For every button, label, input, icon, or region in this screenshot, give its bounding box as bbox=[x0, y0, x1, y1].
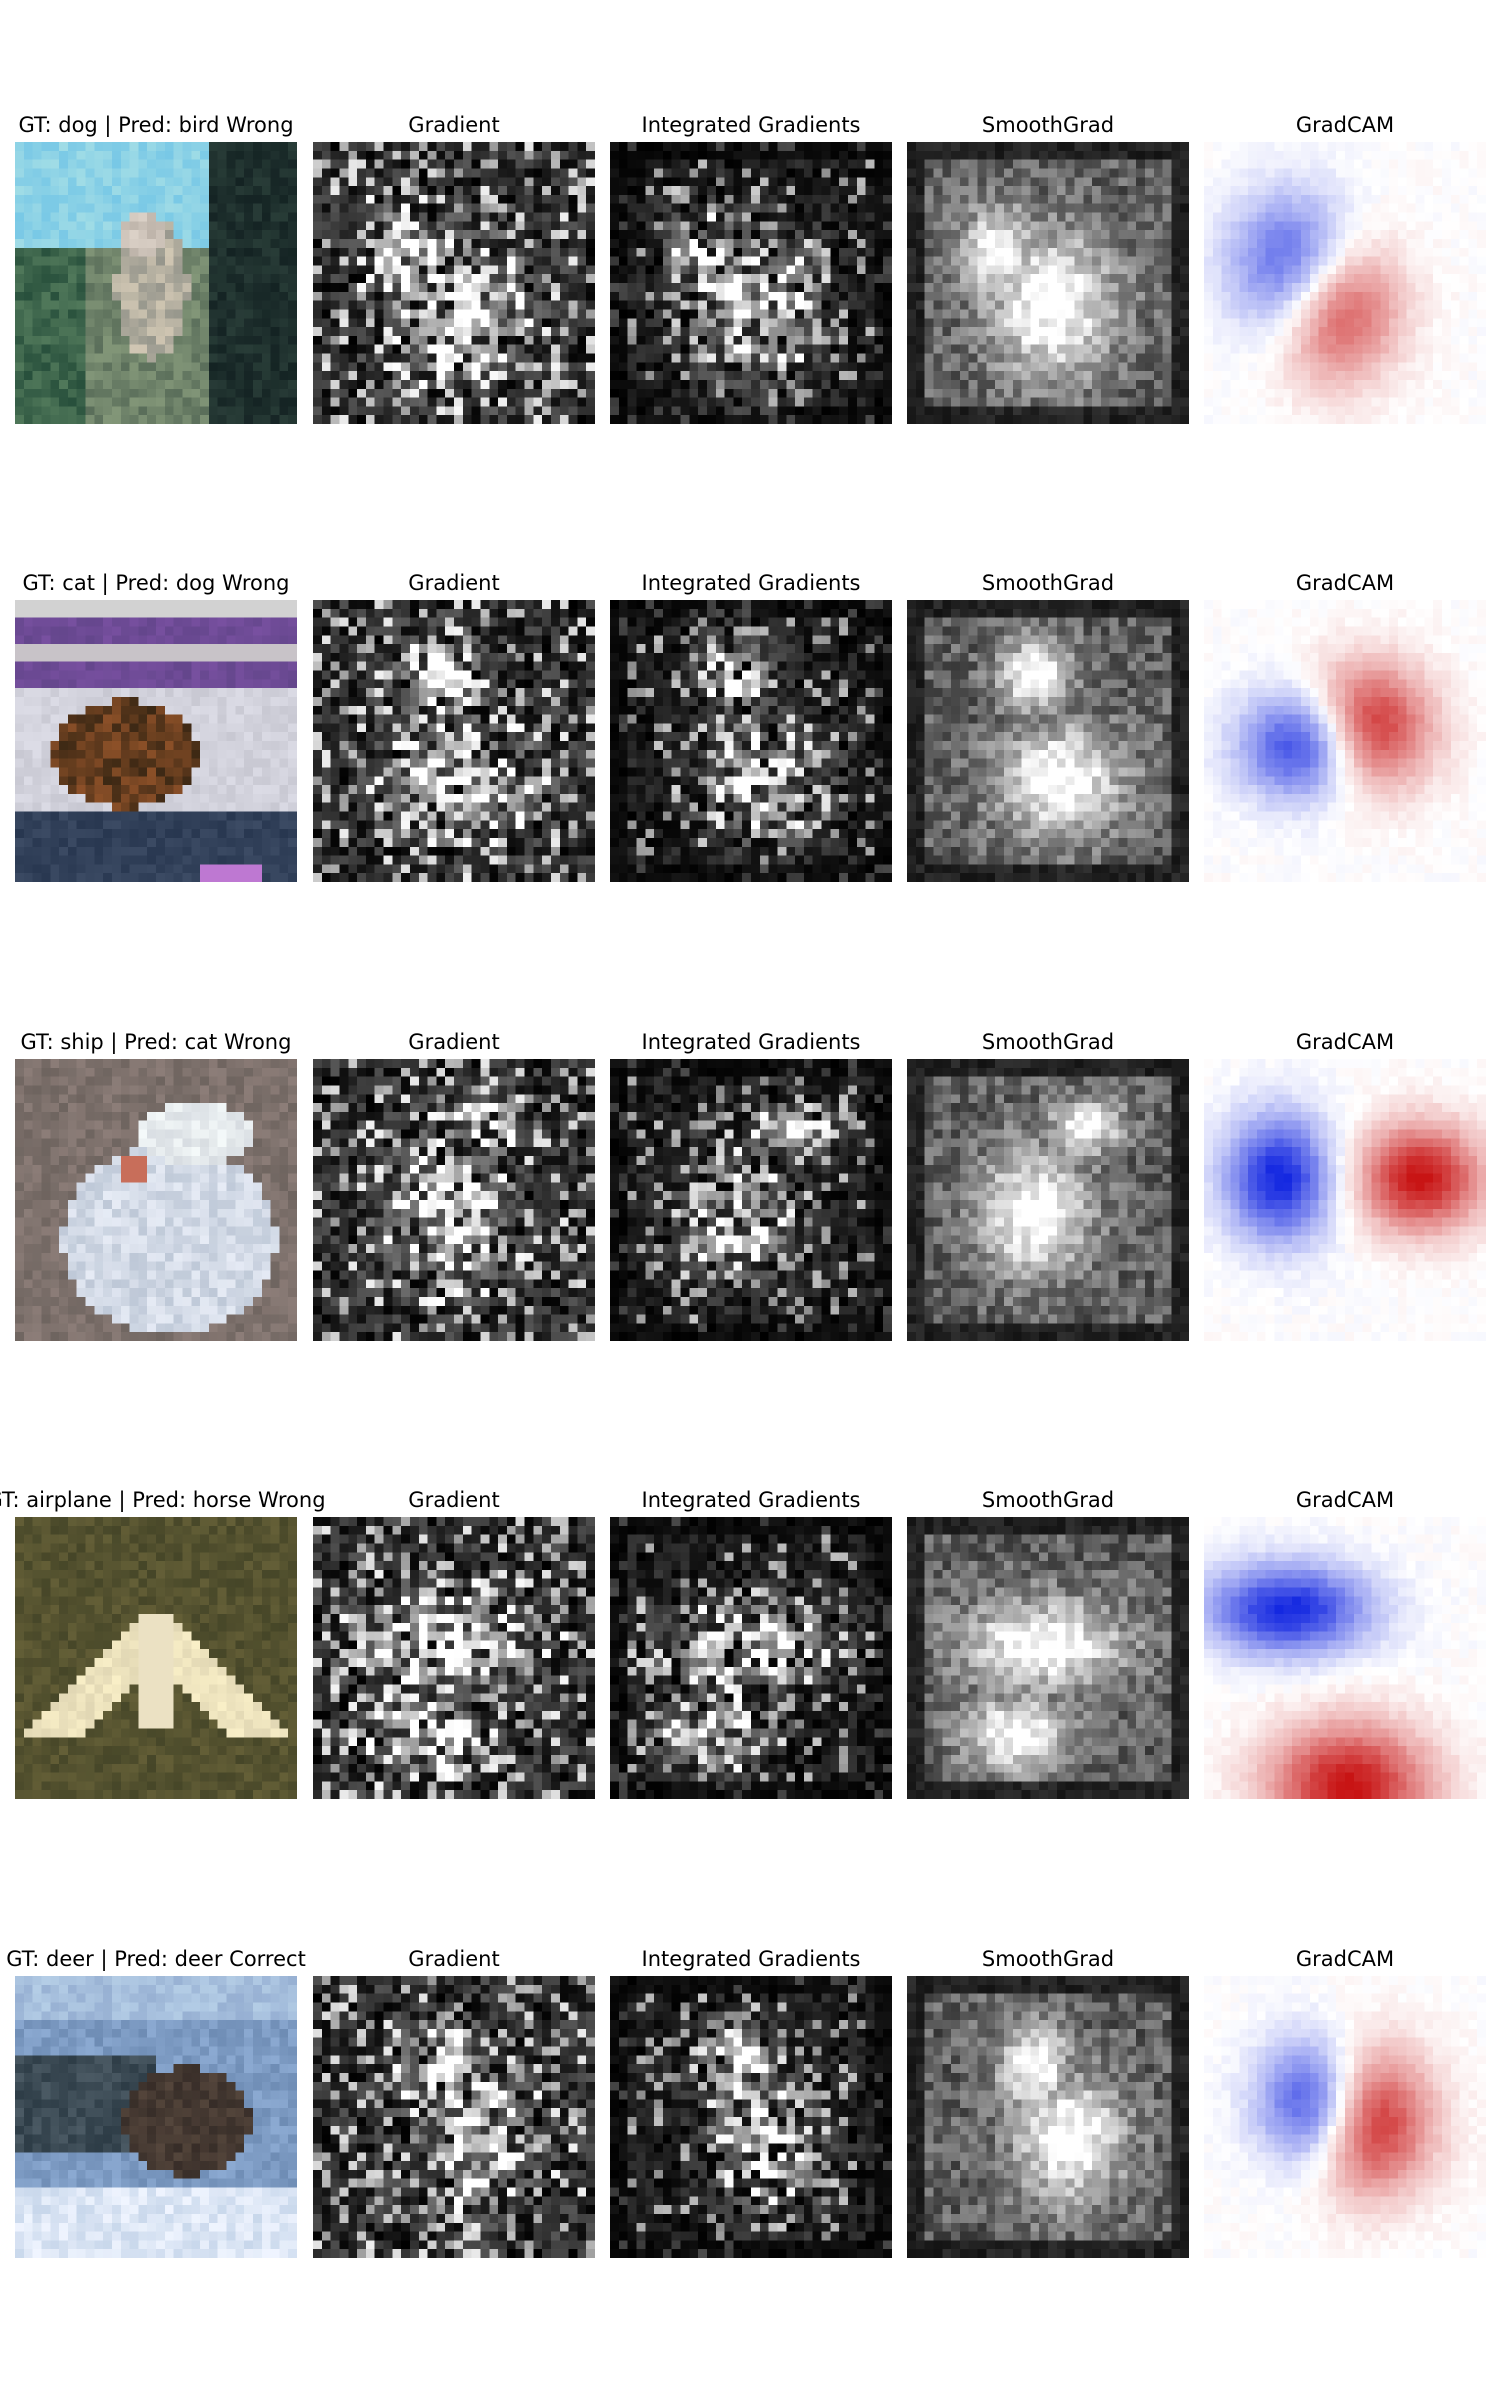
smoothgrad-heatmap bbox=[907, 1059, 1189, 1341]
sample-title: GT: deer | Pred: deer Correct bbox=[6, 1947, 306, 1971]
sample-panel: GT: ship | Pred: cat Wrong bbox=[15, 1029, 297, 1349]
gradient-panel: Gradient bbox=[313, 1029, 595, 1349]
figure-row: GT: dog | Pred: bird Wrong Gradient Integr… bbox=[0, 112, 1500, 432]
gradcam-panel: GradCAM bbox=[1204, 112, 1486, 432]
integrated-gradients-panel: Integrated Gradients bbox=[610, 570, 892, 890]
integrated-gradients-heatmap bbox=[610, 600, 892, 882]
sample-panel: GT: deer | Pred: deer Correct bbox=[6, 1946, 306, 2266]
integrated-gradients-heatmap bbox=[610, 142, 892, 424]
gradient-panel: Gradient bbox=[313, 1946, 595, 2266]
gradient-title: Gradient bbox=[408, 1947, 500, 1971]
integrated-gradients-panel: Integrated Gradients bbox=[610, 1946, 892, 2266]
gradient-panel: Gradient bbox=[313, 1487, 595, 1807]
gradient-heatmap bbox=[313, 600, 595, 882]
integrated-gradients-title: Integrated Gradients bbox=[641, 113, 861, 137]
gradient-title: Gradient bbox=[408, 1030, 500, 1054]
cifar-ship-photo bbox=[15, 1059, 297, 1341]
gradient-heatmap bbox=[313, 1059, 595, 1341]
gradcam-title: GradCAM bbox=[1295, 571, 1395, 595]
sample-panel: GT: airplane | Pred: horse Wrong bbox=[0, 1487, 326, 1807]
cifar-cat-photo bbox=[15, 600, 297, 882]
gradient-panel: Gradient bbox=[313, 112, 595, 432]
sample-title: GT: airplane | Pred: horse Wrong bbox=[0, 1488, 326, 1512]
sample-panel: GT: dog | Pred: bird Wrong bbox=[15, 112, 297, 432]
sample-title: GT: cat | Pred: dog Wrong bbox=[22, 571, 290, 595]
gradient-title: Gradient bbox=[408, 1488, 500, 1512]
integrated-gradients-title: Integrated Gradients bbox=[641, 571, 861, 595]
sample-title: GT: dog | Pred: bird Wrong bbox=[18, 113, 294, 137]
figure-row: GT: deer | Pred: deer Correct Gradient Int… bbox=[0, 1946, 1500, 2266]
gradcam-title: GradCAM bbox=[1295, 1488, 1395, 1512]
gradcam-panel: GradCAM bbox=[1204, 570, 1486, 890]
gradcam-title: GradCAM bbox=[1295, 1030, 1395, 1054]
smoothgrad-panel: SmoothGrad bbox=[907, 1029, 1189, 1349]
integrated-gradients-heatmap bbox=[610, 1976, 892, 2258]
gradcam-panel: GradCAM bbox=[1204, 1029, 1486, 1349]
smoothgrad-panel: SmoothGrad bbox=[907, 1487, 1189, 1807]
gradcam-title: GradCAM bbox=[1295, 113, 1395, 137]
smoothgrad-heatmap bbox=[907, 1517, 1189, 1799]
smoothgrad-heatmap bbox=[907, 600, 1189, 882]
cifar-deer-photo bbox=[15, 1976, 297, 2258]
cifar-airplane-photo bbox=[15, 1517, 297, 1799]
gradcam-heatmap bbox=[1204, 142, 1486, 424]
integrated-gradients-panel: Integrated Gradients bbox=[610, 112, 892, 432]
integrated-gradients-heatmap bbox=[610, 1059, 892, 1341]
cifar-dog-photo bbox=[15, 142, 297, 424]
gradcam-heatmap bbox=[1204, 1976, 1486, 2258]
smoothgrad-panel: SmoothGrad bbox=[907, 570, 1189, 890]
smoothgrad-panel: SmoothGrad bbox=[907, 1946, 1189, 2266]
integrated-gradients-title: Integrated Gradients bbox=[641, 1030, 861, 1054]
integrated-gradients-title: Integrated Gradients bbox=[641, 1488, 861, 1512]
smoothgrad-title: SmoothGrad bbox=[981, 1947, 1115, 1971]
gradcam-panel: GradCAM bbox=[1204, 1487, 1486, 1807]
integrated-gradients-title: Integrated Gradients bbox=[641, 1947, 861, 1971]
gradient-title: Gradient bbox=[408, 113, 500, 137]
gradcam-title: GradCAM bbox=[1295, 1947, 1395, 1971]
gradient-title: Gradient bbox=[408, 571, 500, 595]
gradient-heatmap bbox=[313, 1517, 595, 1799]
sample-title: GT: ship | Pred: cat Wrong bbox=[20, 1030, 292, 1054]
integrated-gradients-panel: Integrated Gradients bbox=[610, 1029, 892, 1349]
gradient-panel: Gradient bbox=[313, 570, 595, 890]
gradcam-heatmap bbox=[1204, 1517, 1486, 1799]
figure-row: GT: cat | Pred: dog Wrong Gradient Integra… bbox=[0, 570, 1500, 890]
sample-panel: GT: cat | Pred: dog Wrong bbox=[15, 570, 297, 890]
smoothgrad-title: SmoothGrad bbox=[981, 1030, 1115, 1054]
integrated-gradients-heatmap bbox=[610, 1517, 892, 1799]
smoothgrad-heatmap bbox=[907, 1976, 1189, 2258]
gradcam-heatmap bbox=[1204, 600, 1486, 882]
smoothgrad-heatmap bbox=[907, 142, 1189, 424]
smoothgrad-title: SmoothGrad bbox=[981, 113, 1115, 137]
smoothgrad-title: SmoothGrad bbox=[981, 1488, 1115, 1512]
smoothgrad-panel: SmoothGrad bbox=[907, 112, 1189, 432]
integrated-gradients-panel: Integrated Gradients bbox=[610, 1487, 892, 1807]
gradcam-panel: GradCAM bbox=[1204, 1946, 1486, 2266]
gradient-heatmap bbox=[313, 1976, 595, 2258]
gradient-heatmap bbox=[313, 142, 595, 424]
smoothgrad-title: SmoothGrad bbox=[981, 571, 1115, 595]
figure-row: GT: ship | Pred: cat Wrong Gradient Integr… bbox=[0, 1029, 1500, 1349]
figure-row: GT: airplane | Pred: horse Wrong Gradient… bbox=[0, 1487, 1500, 1807]
gradcam-heatmap bbox=[1204, 1059, 1486, 1341]
